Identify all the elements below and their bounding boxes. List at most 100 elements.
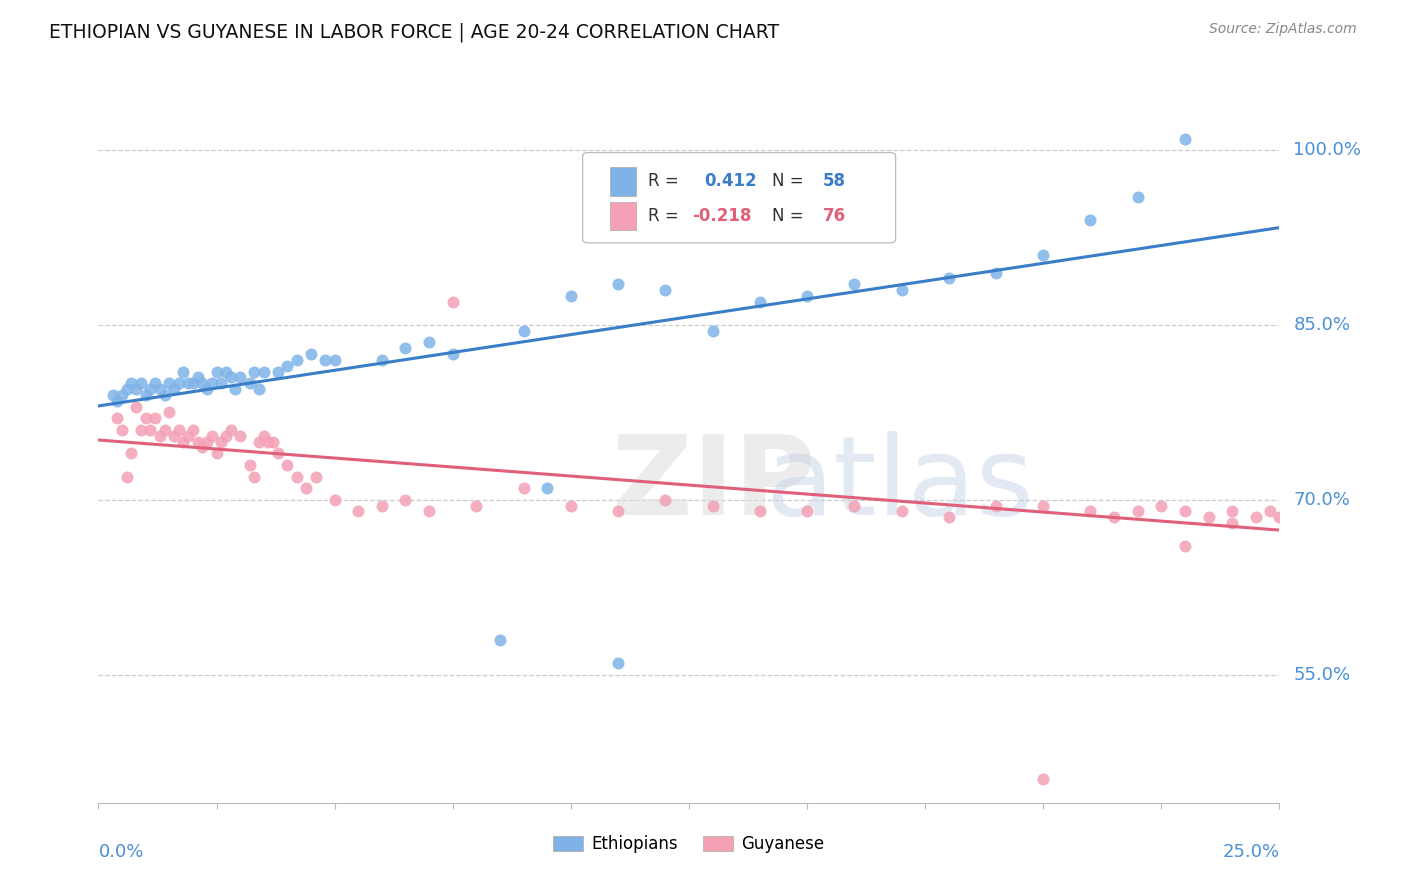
Point xyxy=(276,359,298,373)
Point xyxy=(1268,510,1291,524)
Text: 70.0%: 70.0% xyxy=(1294,491,1350,508)
Point xyxy=(253,428,276,442)
Point xyxy=(163,382,186,396)
Text: 25.0%: 25.0% xyxy=(1222,843,1279,861)
Legend: Ethiopians, Guyanese: Ethiopians, Guyanese xyxy=(547,828,831,860)
Point xyxy=(187,370,209,384)
Point xyxy=(209,434,232,449)
Point xyxy=(219,423,242,437)
Point xyxy=(135,411,157,425)
Point xyxy=(125,382,148,396)
Point xyxy=(1174,540,1197,554)
Point xyxy=(229,370,252,384)
Point xyxy=(607,656,630,670)
Point xyxy=(267,446,290,460)
Point xyxy=(285,353,308,368)
Point xyxy=(560,289,582,303)
Text: R =: R = xyxy=(648,207,683,225)
Point xyxy=(195,382,218,396)
Point xyxy=(285,469,308,483)
Point xyxy=(125,400,148,414)
Text: Source: ZipAtlas.com: Source: ZipAtlas.com xyxy=(1209,22,1357,37)
Point xyxy=(844,499,866,513)
Point xyxy=(1032,772,1054,787)
Point xyxy=(394,492,416,507)
Point xyxy=(323,353,346,368)
Point xyxy=(702,324,724,338)
Point xyxy=(890,283,912,297)
Point xyxy=(1174,131,1197,145)
Text: 76: 76 xyxy=(823,207,845,225)
Point xyxy=(187,434,209,449)
Point xyxy=(607,504,630,518)
Point xyxy=(177,376,200,391)
Point xyxy=(890,504,912,518)
Text: 85.0%: 85.0% xyxy=(1294,316,1350,334)
Point xyxy=(205,365,228,379)
Point xyxy=(219,370,242,384)
Point xyxy=(748,504,770,518)
Bar xyxy=(610,202,636,230)
Point xyxy=(172,365,194,379)
Text: 58: 58 xyxy=(823,172,845,190)
Text: 55.0%: 55.0% xyxy=(1294,665,1351,683)
Point xyxy=(149,382,172,396)
Point xyxy=(139,423,162,437)
Point xyxy=(201,376,224,391)
Text: ETHIOPIAN VS GUYANESE IN LABOR FORCE | AGE 20-24 CORRELATION CHART: ETHIOPIAN VS GUYANESE IN LABOR FORCE | A… xyxy=(49,22,779,42)
Point xyxy=(347,504,370,518)
Point xyxy=(111,388,134,402)
Point xyxy=(157,405,180,419)
Point xyxy=(1150,499,1173,513)
Point xyxy=(243,365,266,379)
Point xyxy=(229,428,252,442)
Point xyxy=(224,382,246,396)
Point xyxy=(654,492,676,507)
Point xyxy=(153,423,176,437)
Point xyxy=(253,365,276,379)
Point xyxy=(181,376,204,391)
Point xyxy=(172,434,194,449)
Point xyxy=(1174,504,1197,518)
Point xyxy=(1258,504,1281,518)
Point xyxy=(149,428,172,442)
Point xyxy=(115,469,138,483)
Point xyxy=(938,271,960,285)
Point xyxy=(938,510,960,524)
Point xyxy=(1126,504,1149,518)
Point xyxy=(101,388,124,402)
Point xyxy=(984,499,1007,513)
Point xyxy=(129,423,152,437)
Point xyxy=(243,469,266,483)
Point xyxy=(135,388,157,402)
Point xyxy=(1306,510,1329,524)
Point xyxy=(1344,507,1367,521)
Point xyxy=(1334,504,1357,518)
Point xyxy=(1220,516,1243,530)
Text: atlas: atlas xyxy=(766,432,1035,539)
Point xyxy=(418,504,440,518)
Point xyxy=(167,423,190,437)
Point xyxy=(489,632,512,647)
Point xyxy=(654,283,676,297)
Point xyxy=(1286,510,1309,524)
Point xyxy=(105,411,128,425)
Point xyxy=(139,382,162,396)
Point xyxy=(262,434,284,449)
Point xyxy=(1324,510,1347,524)
Point xyxy=(195,434,218,449)
Point xyxy=(181,423,204,437)
Point xyxy=(215,428,238,442)
Point xyxy=(323,492,346,507)
Point xyxy=(157,376,180,391)
Point xyxy=(153,388,176,402)
Text: -0.218: -0.218 xyxy=(693,207,752,225)
Point xyxy=(536,481,558,495)
Point xyxy=(748,294,770,309)
Point xyxy=(115,382,138,396)
Point xyxy=(105,393,128,408)
Text: 100.0%: 100.0% xyxy=(1294,141,1361,159)
Point xyxy=(257,434,280,449)
Point xyxy=(163,428,186,442)
Point xyxy=(1080,213,1102,227)
